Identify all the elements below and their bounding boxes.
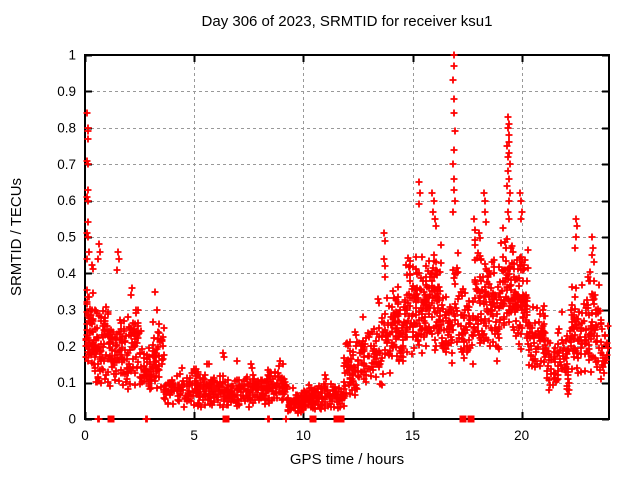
y-tick-label: 0.2 — [57, 339, 76, 354]
y-tick-label: 0.4 — [57, 266, 76, 281]
x-tick-label: 10 — [296, 428, 311, 443]
y-tick-label: 0.9 — [57, 84, 76, 99]
x-tick-label: 15 — [405, 428, 420, 443]
y-tick-label: 0.6 — [57, 193, 76, 208]
x-tick-label: 5 — [190, 428, 198, 443]
y-tick-label: 0.8 — [57, 120, 76, 135]
y-tick-label: 0.1 — [57, 375, 76, 390]
y-axis-label: SRMTID / TECUs — [8, 177, 25, 297]
scatter-points — [82, 51, 612, 423]
y-tick-label: 0 — [68, 412, 76, 427]
chart-title: Day 306 of 2023, SRMTID for receiver ksu… — [201, 13, 493, 30]
y-tick-label: 0.7 — [57, 157, 76, 172]
x-tick-label: 0 — [81, 428, 89, 443]
x-axis-label: GPS time / hours — [289, 451, 405, 468]
x-tick-label: 20 — [514, 428, 529, 443]
y-tick-label: 0.5 — [57, 230, 76, 245]
y-tick-label: 1 — [68, 48, 76, 63]
gridlines — [85, 55, 609, 419]
y-tick-label: 0.3 — [57, 302, 76, 317]
